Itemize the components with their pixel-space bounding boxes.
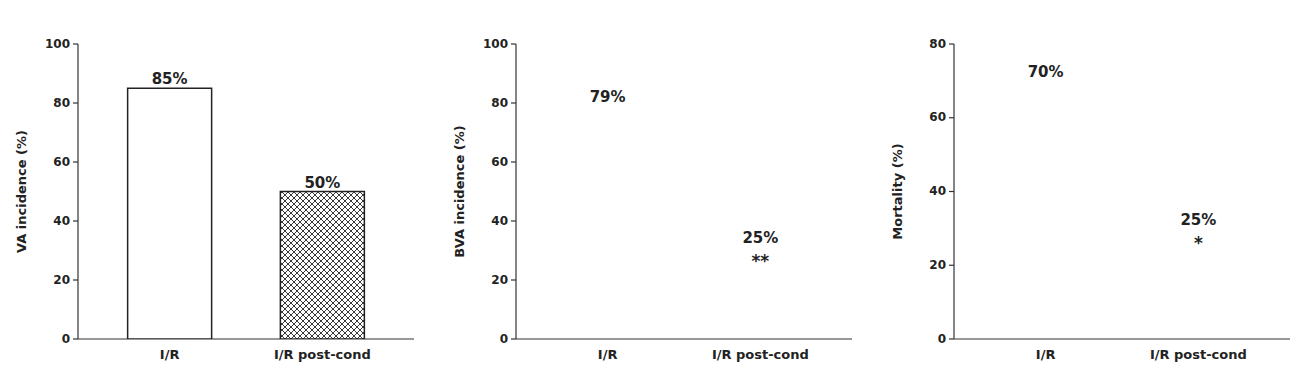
significance-stars: * — [1194, 233, 1203, 253]
data-label: 25% — [1180, 211, 1216, 229]
y-tick — [511, 43, 516, 44]
y-tick-label: 80 — [929, 37, 946, 51]
y-axis-label: Mortality (%) — [890, 143, 905, 239]
y-tick-label: 20 — [491, 273, 508, 287]
y-tick — [73, 220, 78, 221]
y-tick-label: 60 — [53, 155, 70, 169]
y-axis-line — [515, 44, 516, 339]
bar — [280, 192, 364, 340]
y-tick — [73, 102, 78, 103]
y-tick — [73, 161, 78, 162]
x-tick-label: I/R post-cond — [712, 347, 809, 362]
y-tick-label: 20 — [53, 273, 70, 287]
x-tick-label: I/R — [160, 347, 180, 362]
panel: 0 20 40 60 80 I/R I/R post-cond Mortality (%) 70… — [890, 37, 1290, 363]
y-tick-label: 40 — [53, 214, 70, 228]
data-label: 50% — [304, 174, 340, 192]
y-tick — [511, 161, 516, 162]
y-tick — [949, 43, 954, 44]
figure: 0 20 40 60 80 100 I/R I/R post-cond VA incidence… — [0, 0, 1314, 383]
data-label: 25% — [742, 229, 778, 247]
y-tick-label: 100 — [45, 37, 70, 51]
y-tick — [73, 43, 78, 44]
bars — [128, 88, 365, 339]
y-tick — [73, 338, 78, 339]
x-axis-line — [954, 338, 1290, 339]
x-tick-label: I/R post-cond — [274, 347, 371, 362]
y-axis-label: VA incidence (%) — [14, 130, 29, 253]
y-tick-label: 0 — [62, 332, 70, 346]
x-axis-line — [516, 338, 852, 339]
bar — [128, 88, 212, 339]
data-label: 70% — [1028, 63, 1064, 81]
y-tick-label: 100 — [483, 37, 508, 51]
y-tick — [511, 279, 516, 280]
x-tick-label: I/R post-cond — [1150, 347, 1247, 362]
y-tick — [949, 191, 954, 192]
y-tick — [511, 338, 516, 339]
y-tick-label: 60 — [929, 110, 946, 124]
data-label: 85% — [152, 70, 188, 88]
y-tick — [949, 338, 954, 339]
y-axis-label: BVA incidence (%) — [452, 125, 467, 257]
y-tick — [511, 102, 516, 103]
y-tick-label: 80 — [53, 96, 70, 110]
significance-stars: ** — [751, 251, 769, 271]
y-tick-label: 60 — [491, 155, 508, 169]
y-tick — [949, 117, 954, 118]
y-tick — [73, 279, 78, 280]
y-axis-line — [77, 44, 78, 339]
panel: 0 20 40 60 80 100 I/R I/R post-cond VA incidence… — [14, 37, 414, 363]
y-tick-label: 0 — [500, 332, 508, 346]
panel: 0 20 40 60 80 100 I/R I/R post-cond BVA incidenc… — [452, 37, 852, 363]
y-tick-label: 40 — [491, 214, 508, 228]
y-tick — [511, 220, 516, 221]
x-tick-label: I/R — [1036, 347, 1056, 362]
y-tick-label: 80 — [491, 96, 508, 110]
y-tick-label: 40 — [929, 184, 946, 198]
y-tick-label: 0 — [938, 332, 946, 346]
y-tick-label: 20 — [929, 258, 946, 272]
data-label: 79% — [590, 88, 626, 106]
x-tick-label: I/R — [598, 347, 618, 362]
y-tick — [949, 265, 954, 266]
